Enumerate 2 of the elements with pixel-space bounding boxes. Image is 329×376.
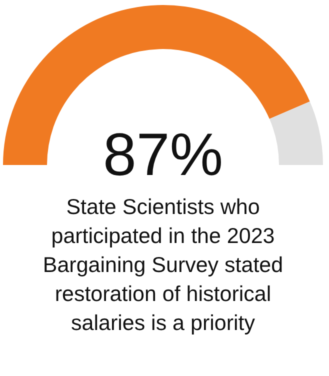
text: State Scientists who participated in the 2023 Bargaining Survey stated restoration of historical salaries is a priority — [42, 195, 284, 335]
data-label: 87% — [102, 121, 224, 188]
